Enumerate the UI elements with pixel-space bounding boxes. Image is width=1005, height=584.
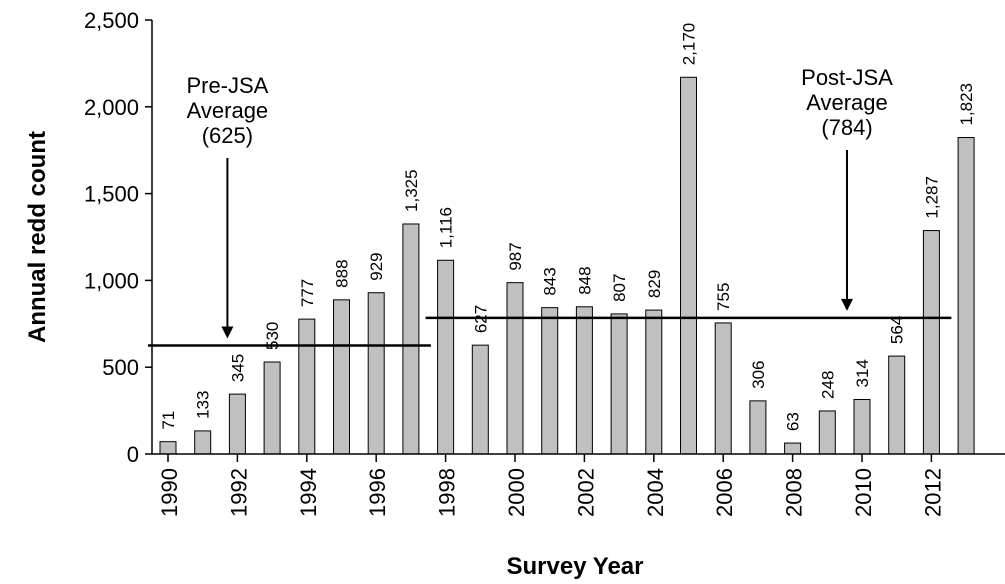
average-annotation-text: (625): [202, 123, 253, 148]
bar: [159, 441, 177, 455]
average-annotation-text: Post-JSA: [801, 65, 893, 90]
bar: [298, 318, 316, 455]
bar: [818, 410, 836, 455]
bar-data-label: 843: [541, 267, 560, 295]
bar-data-label: 829: [645, 270, 664, 298]
bar: [853, 398, 871, 455]
x-tick-label: 2010: [851, 468, 876, 517]
bar: [575, 306, 593, 455]
bar-data-label: 807: [610, 274, 629, 302]
bar: [228, 393, 246, 455]
bar: [922, 230, 940, 455]
bar: [333, 299, 350, 455]
y-tick-label: 2,000: [84, 95, 139, 120]
bar: [957, 137, 975, 455]
bar-data-label: 306: [749, 361, 768, 389]
y-tick-label: 0: [127, 442, 139, 467]
bar: [888, 355, 906, 455]
average-arrow-head: [221, 326, 234, 339]
bar: [645, 309, 663, 455]
x-tick-label: 2004: [643, 468, 668, 517]
y-tick-label: 2,500: [84, 8, 139, 33]
bar-data-label: 755: [714, 283, 733, 311]
bar-data-label: 63: [784, 412, 803, 431]
bar-data-label: 314: [853, 359, 872, 387]
x-tick-label: 2008: [782, 468, 807, 517]
bar-data-label: 888: [333, 259, 352, 287]
bar: [714, 322, 732, 455]
y-axis-title: Annual redd count: [24, 131, 51, 343]
bar-data-label: 1,116: [437, 207, 456, 248]
bar-data-label: 248: [818, 371, 837, 399]
x-tick-label: 2000: [504, 468, 529, 517]
x-tick-label: 1996: [365, 468, 390, 517]
x-ticks-group: 1990 1992 1994 1996 1998 2000 2002 2004 2006 2008…: [157, 454, 945, 517]
x-tick-label: 1998: [435, 468, 460, 517]
x-axis-title: Survey Year: [506, 553, 643, 580]
bar: [680, 76, 697, 455]
x-tick-label: 1990: [157, 468, 182, 517]
bar: [784, 442, 802, 455]
bar-data-label: 848: [575, 266, 594, 294]
x-tick-label: 2002: [573, 468, 598, 517]
bar-data-label: 987: [506, 242, 525, 270]
bar-data-label: 929: [367, 252, 386, 280]
bar-data-label: 564: [888, 316, 907, 344]
bar: [402, 223, 420, 455]
bar-data-label: 1,823: [957, 83, 976, 126]
average-arrow-head: [841, 298, 853, 311]
y-tick-label: 1,000: [84, 268, 139, 293]
bar-data-label: 530: [263, 322, 282, 350]
bars-group: [159, 76, 975, 455]
bar-data-label: 1,325: [402, 169, 421, 212]
average-annotation-text: Average: [806, 90, 888, 115]
bar: [367, 292, 385, 455]
y-ticks-group: 0 500 1,000 1,500 2,000 2,500: [84, 8, 152, 467]
bar-data-label: 133: [194, 391, 213, 419]
bar: [749, 400, 767, 455]
bar: [263, 361, 281, 455]
x-tick-label: 2012: [920, 468, 945, 517]
bar-data-label: 71: [159, 411, 178, 430]
x-tick-label: 2006: [712, 468, 737, 517]
bar: [194, 430, 212, 455]
bar-data-label: 345: [228, 354, 247, 382]
bar: [471, 344, 489, 455]
bar: [437, 259, 455, 455]
average-annotation-text: Pre-JSA: [186, 73, 268, 98]
y-tick-label: 500: [102, 355, 139, 380]
bar-data-label: 1,287: [922, 176, 941, 219]
bar: [506, 282, 524, 455]
bar-data-label: 2,170: [680, 23, 699, 66]
bar: [541, 307, 559, 455]
bar: [610, 313, 628, 455]
average-lines-group: [148, 316, 952, 347]
bar-data-label: 777: [298, 279, 317, 307]
axes-group: [151, 20, 1005, 455]
x-tick-label: 1994: [296, 468, 321, 517]
average-annotation-text: Average: [187, 98, 269, 123]
x-tick-label: 1992: [226, 468, 251, 517]
y-tick-label: 1,500: [84, 182, 139, 207]
average-annotation-text: (784): [821, 115, 872, 140]
